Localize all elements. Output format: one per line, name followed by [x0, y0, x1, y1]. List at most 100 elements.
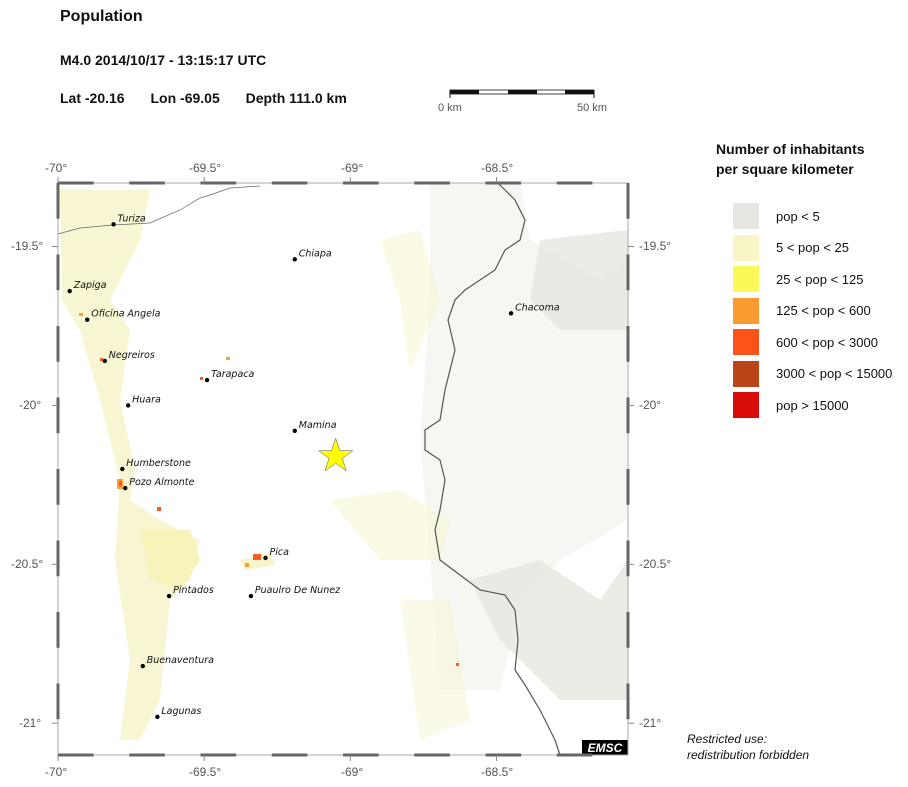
- town-dot: [263, 555, 268, 561]
- town-marker[interactable]: Huara: [125, 394, 161, 408]
- usage-note-line: Restricted use:: [687, 732, 768, 746]
- town-marker[interactable]: Oficina Angela: [85, 309, 161, 322]
- town-marker[interactable]: Chiapa: [292, 248, 332, 262]
- town-label: Pozo Almonte: [129, 477, 194, 488]
- y-tick-label: -20.5°: [639, 557, 672, 571]
- town-marker[interactable]: Humberstone: [120, 458, 191, 472]
- x-tick-label: -70°: [45, 765, 68, 779]
- legend-title-line: per square kilometer: [716, 161, 854, 177]
- legend-label: 125 < pop < 600: [776, 303, 871, 318]
- town-label: Negreiros: [109, 350, 155, 361]
- town-label: Zapiga: [73, 280, 107, 291]
- usage-note-line: redistribution forbidden: [687, 748, 810, 762]
- y-tick-label: -19.5°: [639, 239, 672, 253]
- town-label: Mamina: [299, 420, 337, 431]
- legend-title: Number of inhabitants per square kilomet…: [716, 139, 865, 179]
- town-marker[interactable]: Mamina: [292, 420, 337, 434]
- epicenter-star-icon[interactable]: [317, 437, 354, 472]
- town-label: Buenaventura: [147, 655, 214, 666]
- x-tick-label: -70°: [45, 161, 68, 175]
- town-marker[interactable]: Puaulro De Nunez: [248, 585, 341, 599]
- town-marker[interactable]: Turiza: [111, 213, 146, 227]
- legend-item: 5 < pop < 25: [733, 234, 850, 261]
- legend-swatch: [733, 297, 759, 324]
- legend-item: 25 < pop < 125: [733, 266, 863, 292]
- legend-swatch: [733, 360, 759, 387]
- town-label: Oficina Angela: [91, 309, 160, 320]
- town-dot: [292, 257, 297, 262]
- town-dot: [125, 403, 131, 408]
- x-tick-label: -69°: [341, 161, 364, 175]
- town-label: Tarapaca: [211, 369, 254, 380]
- town-marker[interactable]: Pintados: [166, 585, 214, 599]
- legend-swatch: [733, 234, 759, 261]
- town-marker[interactable]: Lagunas: [155, 706, 201, 720]
- town-dot: [292, 428, 297, 434]
- town-dot: [85, 317, 90, 322]
- town-marker[interactable]: Chacoma: [508, 302, 560, 316]
- legend-label: 5 < pop < 25: [776, 240, 850, 255]
- town-dot: [120, 466, 125, 472]
- town-label: Turiza: [118, 213, 146, 224]
- town-dot: [140, 663, 145, 669]
- border-line: [424, 182, 561, 756]
- x-tick-label: -69.5°: [189, 161, 222, 175]
- y-tick-label: -20°: [639, 398, 662, 412]
- x-tick-label: -69°: [341, 765, 364, 779]
- town-label: Lagunas: [161, 706, 201, 717]
- town-label: Pintados: [173, 585, 214, 596]
- scale-end-label: 50 km: [577, 102, 607, 114]
- legend-item: 125 < pop < 600: [733, 297, 871, 324]
- legend-swatch: [733, 203, 759, 229]
- town-marker[interactable]: Buenaventura: [140, 655, 215, 669]
- event-lon: Lon -69.05: [150, 90, 220, 106]
- y-tick-label: -20°: [19, 398, 42, 412]
- legend-label: pop < 5: [776, 208, 820, 224]
- legend-item: pop < 5: [733, 203, 820, 229]
- legend-label: 25 < pop < 125: [776, 271, 864, 287]
- town-dot: [166, 593, 172, 599]
- map-frame: [52, 177, 634, 761]
- emsc-logo-text: EMSC: [588, 741, 623, 755]
- population-layer: [60, 183, 628, 740]
- town-dot: [123, 485, 128, 491]
- town-dot: [508, 311, 514, 316]
- town-label: Pica: [270, 547, 290, 558]
- town-label: Chiapa: [299, 248, 332, 259]
- map-area[interactable]: Turiza Chiapa Zapiga Oficina Angela Chacoma N…: [52, 177, 634, 761]
- legend-item: 3000 < pop < 15000: [733, 360, 892, 387]
- legend-title-line: Number of inhabitants: [716, 141, 865, 157]
- legend-swatch: [733, 329, 759, 355]
- y-tick-label: -21°: [19, 716, 42, 730]
- map-title: Population: [60, 8, 143, 25]
- town-label: Huara: [132, 394, 161, 405]
- town-marker[interactable]: Tarapaca: [204, 369, 255, 383]
- town-label: Puaulro De Nunez: [255, 585, 341, 596]
- y-tick-label: -19.5°: [11, 239, 44, 253]
- town-marker[interactable]: Negreiros: [102, 350, 155, 364]
- x-tick-label: -69.5°: [189, 765, 222, 779]
- legend-swatch: [733, 392, 759, 418]
- town-dot: [67, 288, 72, 294]
- town-dot: [204, 377, 210, 383]
- town-marker[interactable]: Zapiga: [67, 280, 107, 294]
- town-dot: [102, 358, 107, 364]
- event-lat: Lat -20.16: [60, 90, 125, 106]
- town-dot: [248, 593, 254, 599]
- town-dot: [155, 714, 160, 720]
- scale-start-label: 0 km: [438, 102, 462, 114]
- event-depth: Depth 111.0 km: [245, 90, 347, 106]
- town-dot: [111, 222, 116, 227]
- towns-layer: Turiza Chiapa Zapiga Oficina Angela Chacoma N…: [67, 213, 560, 720]
- town-marker[interactable]: Pica: [263, 547, 290, 561]
- x-tick-label: -68.5°: [481, 161, 514, 175]
- event-info: M4.0 2014/10/17 - 13:15:17 UTC: [60, 52, 267, 68]
- town-marker[interactable]: Pozo Almonte: [123, 477, 195, 491]
- town-label: Humberstone: [126, 458, 191, 469]
- legend-item: 600 < pop < 3000: [733, 329, 878, 355]
- y-tick-label: -21°: [639, 716, 662, 730]
- x-tick-label: -68.5°: [481, 765, 514, 779]
- emsc-logo: [582, 740, 628, 755]
- usage-note: Restricted use: redistribution forbidden: [687, 731, 809, 763]
